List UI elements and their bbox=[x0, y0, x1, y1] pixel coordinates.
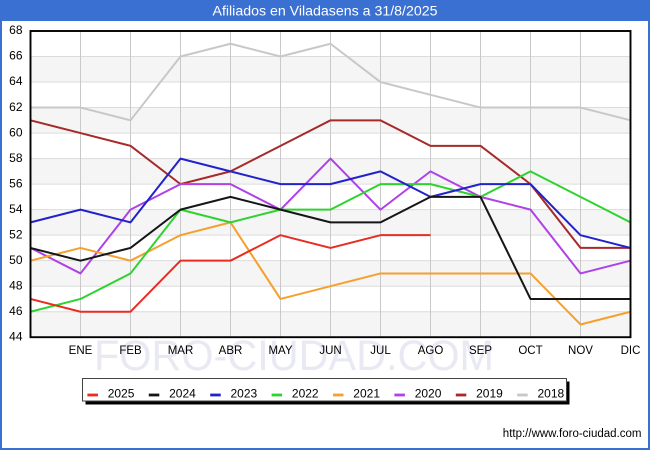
svg-text:2023: 2023 bbox=[231, 386, 258, 400]
svg-text:62: 62 bbox=[9, 100, 23, 114]
svg-text:2019: 2019 bbox=[476, 386, 503, 400]
svg-text:60: 60 bbox=[9, 125, 23, 139]
svg-text:52: 52 bbox=[9, 227, 23, 241]
svg-text:FEB: FEB bbox=[119, 345, 142, 357]
svg-text:NOV: NOV bbox=[568, 345, 593, 357]
svg-text:ENE: ENE bbox=[69, 345, 93, 357]
svg-text:50: 50 bbox=[9, 253, 23, 267]
svg-text:2018: 2018 bbox=[538, 386, 565, 400]
svg-text:OCT: OCT bbox=[518, 345, 542, 357]
svg-text:MAY: MAY bbox=[268, 345, 292, 357]
svg-text:66: 66 bbox=[9, 49, 23, 63]
svg-text:ABR: ABR bbox=[219, 345, 243, 357]
svg-text:Afiliados en Viladasens a 31/8: Afiliados en Viladasens a 31/8/2025 bbox=[213, 4, 438, 19]
svg-text:2021: 2021 bbox=[353, 386, 380, 400]
svg-text:2020: 2020 bbox=[415, 386, 442, 400]
svg-text:MAR: MAR bbox=[168, 345, 194, 357]
svg-text:JUN: JUN bbox=[319, 345, 341, 357]
svg-text:http://www.foro-ciudad.com: http://www.foro-ciudad.com bbox=[503, 428, 642, 440]
svg-text:FORO-CIUDAD.COM: FORO-CIUDAD.COM bbox=[94, 332, 494, 380]
svg-text:68: 68 bbox=[9, 23, 23, 37]
svg-text:56: 56 bbox=[9, 176, 23, 190]
svg-text:DIC: DIC bbox=[621, 345, 641, 357]
svg-text:2025: 2025 bbox=[108, 386, 135, 400]
svg-text:64: 64 bbox=[9, 74, 23, 88]
svg-text:48: 48 bbox=[9, 278, 23, 292]
svg-text:AGO: AGO bbox=[418, 345, 444, 357]
svg-text:54: 54 bbox=[9, 202, 23, 216]
svg-text:SEP: SEP bbox=[469, 345, 492, 357]
svg-text:44: 44 bbox=[9, 329, 23, 343]
svg-text:2022: 2022 bbox=[292, 386, 319, 400]
svg-text:58: 58 bbox=[9, 151, 23, 165]
svg-text:46: 46 bbox=[9, 304, 23, 318]
svg-text:2024: 2024 bbox=[169, 386, 196, 400]
svg-text:JUL: JUL bbox=[370, 345, 391, 357]
